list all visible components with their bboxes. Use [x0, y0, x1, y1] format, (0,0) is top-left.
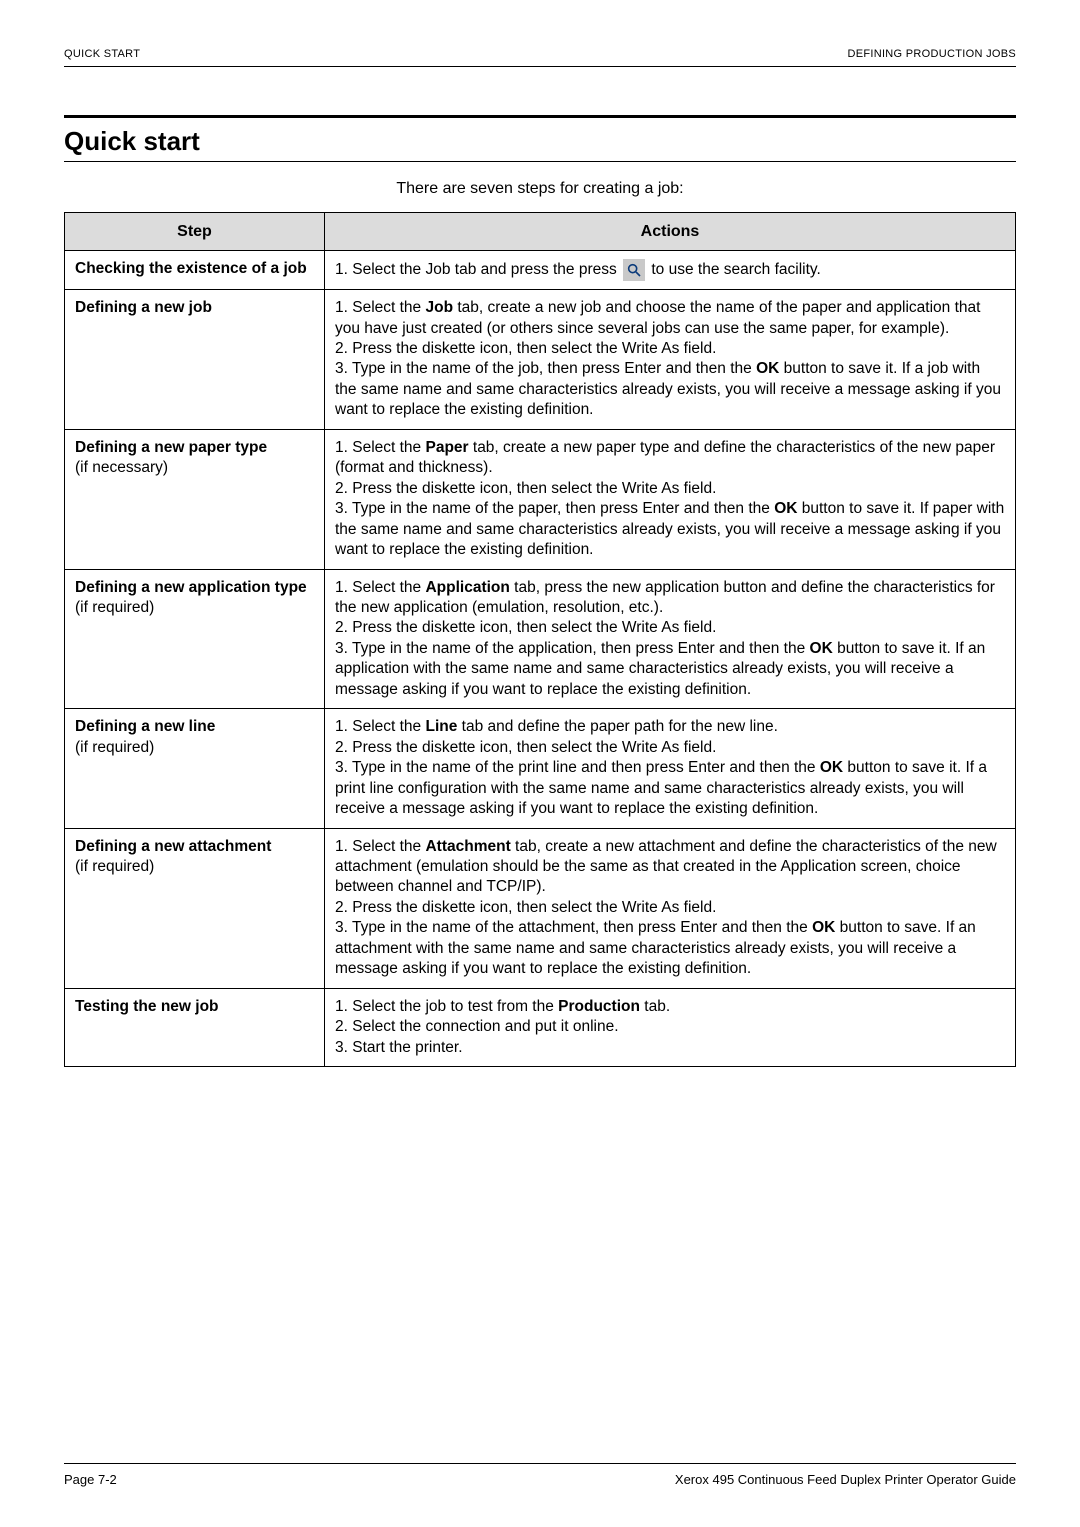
table-row: Checking the existence of a job 1. Selec… — [65, 251, 1016, 290]
col-step: Step — [65, 213, 325, 251]
step-name: Testing the new job — [75, 998, 219, 1015]
step-name: Defining a new paper type — [75, 439, 267, 456]
action-cell: 1. Select the Paper tab, create a new pa… — [325, 429, 1016, 569]
step-cell: Defining a new job — [65, 290, 325, 430]
step-sub: (if required) — [75, 739, 154, 756]
section-rule-top — [64, 115, 1016, 118]
step-name: Defining a new application type — [75, 579, 307, 596]
col-actions: Actions — [325, 213, 1016, 251]
table-row: Defining a new attachment (if required) … — [65, 828, 1016, 988]
step-name: Defining a new line — [75, 718, 215, 735]
footer-left: Page 7-2 — [64, 1472, 117, 1487]
action-cell: 1. Select the job to test from the Produ… — [325, 988, 1016, 1066]
footer-right: Xerox 495 Continuous Feed Duplex Printer… — [675, 1472, 1016, 1487]
step-cell: Checking the existence of a job — [65, 251, 325, 290]
footer-rule — [64, 1463, 1016, 1464]
step-name: Checking the existence of a job — [75, 260, 307, 277]
step-cell: Defining a new attachment (if required) — [65, 828, 325, 988]
page-title: Quick start — [64, 126, 1016, 157]
step-cell: Defining a new paper type (if necessary) — [65, 429, 325, 569]
step-sub: (if required) — [75, 599, 154, 616]
intro-text: There are seven steps for creating a job… — [64, 180, 1016, 198]
section-rule-bottom — [64, 161, 1016, 162]
step-cell: Testing the new job — [65, 988, 325, 1066]
step-cell: Defining a new line (if required) — [65, 709, 325, 828]
table-row: Defining a new job 1. Select the Job tab… — [65, 290, 1016, 430]
table-header-row: Step Actions — [65, 213, 1016, 251]
table-row: Defining a new paper type (if necessary)… — [65, 429, 1016, 569]
step-name: Defining a new attachment — [75, 838, 271, 855]
action-pre: 1. Select the Job tab and press the pres… — [335, 261, 621, 278]
step-sub: (if necessary) — [75, 459, 168, 476]
table-row: Defining a new line (if required) 1. Sel… — [65, 709, 1016, 828]
action-cell: 1. Select the Job tab, create a new job … — [325, 290, 1016, 430]
step-cell: Defining a new application type (if requ… — [65, 569, 325, 709]
action-post: to use the search facility. — [647, 261, 821, 278]
running-header-rule — [64, 66, 1016, 67]
step-sub: (if required) — [75, 858, 154, 875]
action-cell: 1. Select the Application tab, press the… — [325, 569, 1016, 709]
step-name: Defining a new job — [75, 299, 212, 316]
search-icon — [623, 259, 645, 281]
footer: Page 7-2 Xerox 495 Continuous Feed Duple… — [64, 1423, 1016, 1487]
running-header-right: DEFINING PRODUCTION JOBS — [847, 48, 1016, 60]
action-cell: 1. Select the Line tab and define the pa… — [325, 709, 1016, 828]
steps-table: Step Actions Checking the existence of a… — [64, 212, 1016, 1067]
running-header: QUICK START DEFINING PRODUCTION JOBS — [64, 48, 1016, 60]
table-row: Defining a new application type (if requ… — [65, 569, 1016, 709]
table-row: Testing the new job 1. Select the job to… — [65, 988, 1016, 1066]
action-cell: 1. Select the Attachment tab, create a n… — [325, 828, 1016, 988]
action-cell: 1. Select the Job tab and press the pres… — [325, 251, 1016, 290]
running-header-left: QUICK START — [64, 48, 140, 60]
